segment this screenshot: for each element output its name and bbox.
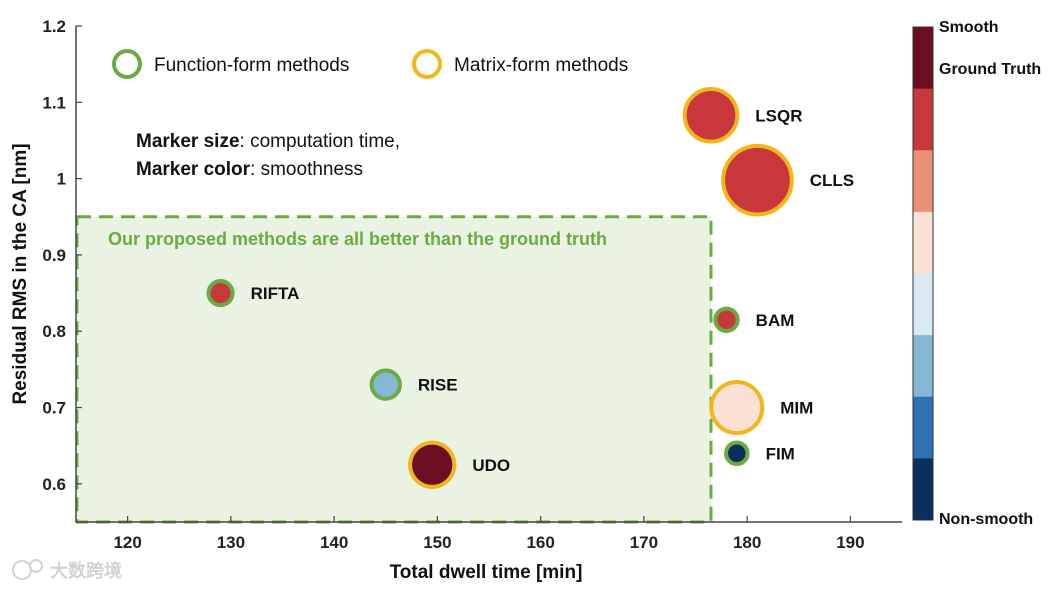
colorbar-frame — [912, 26, 934, 521]
note-size-line: Marker size: computation time, — [136, 131, 400, 152]
point-label-rifta: RIFTA — [251, 284, 300, 303]
x-tick-label: 120 — [113, 533, 141, 552]
point-rifta — [206, 279, 235, 308]
y-axis-title: Residual RMS in the CA [nm] — [10, 143, 31, 404]
point-label-fim: FIM — [766, 444, 795, 463]
note-color-line: Marker color: smoothness — [136, 159, 363, 180]
y-tick-label: 0.9 — [42, 246, 66, 265]
point-label-udo: UDO — [472, 456, 510, 475]
region-label: Our proposed methods are all better than… — [108, 229, 607, 249]
colorbar-segment — [913, 396, 933, 459]
colorbar-segment — [913, 458, 933, 521]
colorbar-segment — [913, 273, 933, 336]
x-tick-label: 180 — [733, 533, 761, 552]
colorbar — [912, 26, 934, 521]
point-clls — [721, 143, 794, 217]
legend-marker-function-form — [112, 49, 142, 79]
legend-label-matrix-form: Matrix-form methods — [454, 55, 628, 76]
y-tick-label: 1.1 — [42, 93, 66, 112]
colorbar-reference-label: Ground Truth — [939, 61, 1041, 78]
colorbar-segment — [913, 211, 933, 274]
axes: 120 130 140 150 160 170 180 190 0.6 0.7 0.8 0.9 1 1.1… — [42, 17, 902, 552]
colorbar-segment — [913, 335, 933, 398]
x-tick-label: 140 — [320, 533, 348, 552]
point-label-mim: MIM — [780, 399, 813, 418]
x-axis-title: Total dwell time [min] — [390, 562, 583, 583]
y-tick-label: 1.2 — [42, 17, 66, 36]
legend-marker-matrix-form — [412, 49, 442, 79]
point-mim — [709, 380, 765, 436]
x-tick-label: 160 — [526, 533, 554, 552]
point-label-clls: CLLS — [810, 171, 854, 190]
y-tick-label: 0.7 — [42, 399, 66, 418]
legend-label-function-form: Function-form methods — [154, 55, 349, 76]
watermark-logo-icon-2 — [29, 559, 43, 573]
x-tick-label: 150 — [423, 533, 451, 552]
point-label-rise: RISE — [418, 376, 458, 395]
x-tick-label: 170 — [630, 533, 658, 552]
point-bam — [713, 306, 740, 333]
point-label-lsqr: LSQR — [755, 106, 802, 125]
point-udo — [408, 440, 457, 489]
region-box — [75, 215, 713, 524]
x-tick-label: 130 — [217, 533, 245, 552]
y-tick-label: 0.6 — [42, 475, 66, 494]
point-label-bam: BAM — [756, 311, 795, 330]
y-tick-label: 1 — [57, 170, 66, 189]
colorbar-top-label: Smooth — [939, 19, 999, 36]
region-layer: Our proposed methods are all better than… — [75, 215, 713, 524]
points-layer: RIFTA RISE UDO LSQR CLLS BAM MIM FIM — [206, 86, 854, 489]
legend: Function-form methods Matrix-form method… — [112, 49, 628, 79]
point-lsqr — [682, 86, 740, 144]
point-rise — [369, 368, 402, 401]
colorbar-segment — [913, 88, 933, 151]
point-fim — [724, 440, 750, 467]
colorbar-segment — [913, 150, 933, 213]
watermark-logo-icon — [12, 560, 32, 580]
colorbar-bottom-label: Non-smooth — [939, 511, 1033, 528]
watermark: 大数跨境 — [12, 559, 122, 581]
marker-note: Marker size: computation time, Marker co… — [136, 131, 400, 180]
x-tick-label: 190 — [836, 533, 864, 552]
colorbar-segment — [913, 27, 933, 90]
watermark-text: 大数跨境 — [50, 560, 122, 581]
y-tick-label: 0.8 — [42, 322, 66, 341]
